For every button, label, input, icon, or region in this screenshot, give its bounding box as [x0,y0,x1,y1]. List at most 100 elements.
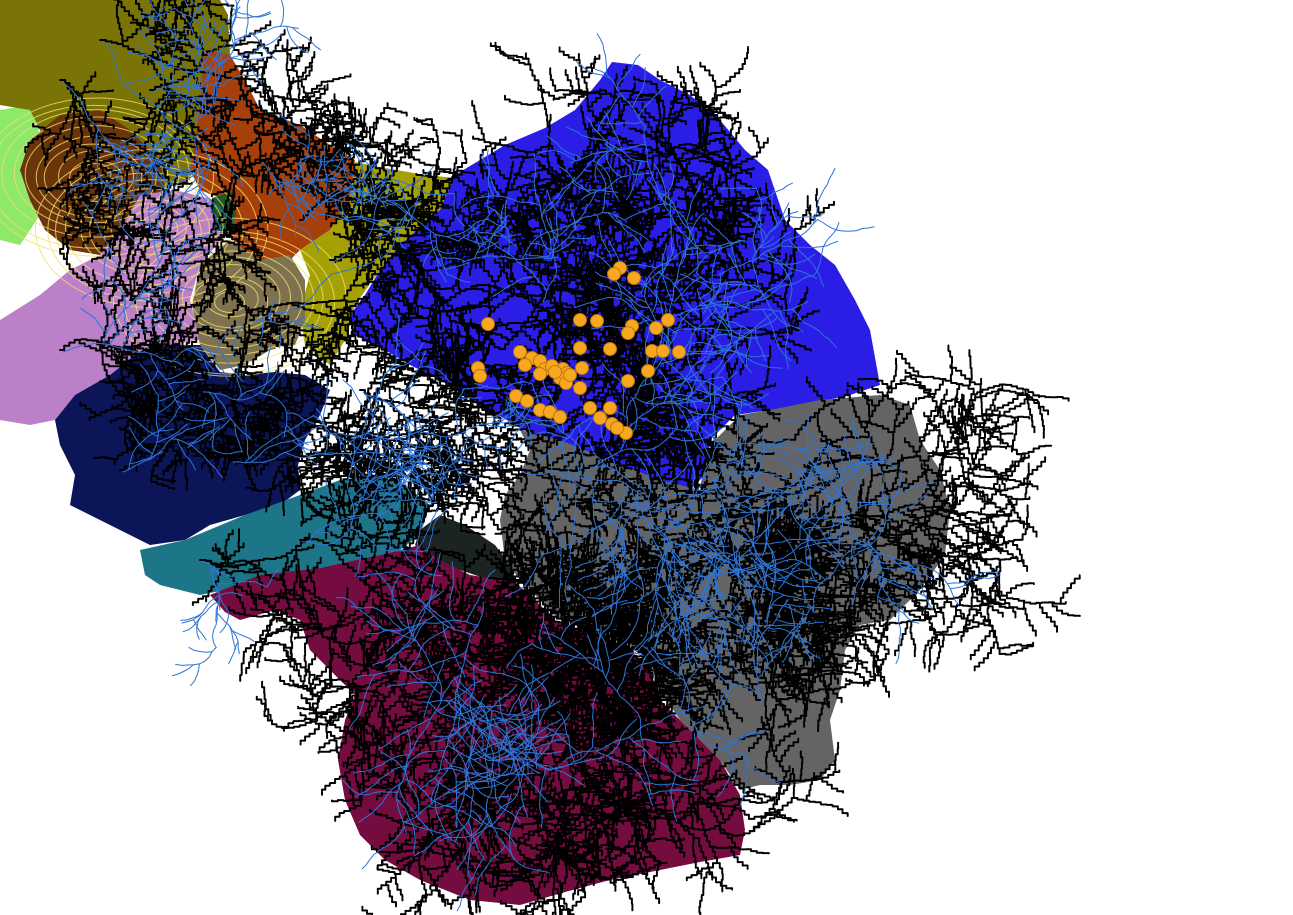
stream-cell-line [948,474,955,512]
stream-cell-line [79,199,177,238]
stream-cell-line [588,97,624,140]
stream-cell-line [120,233,133,251]
flow-line [676,554,717,579]
flow-line [664,506,689,550]
flow-line [638,624,669,677]
flow-line [545,223,580,259]
stream-cell-line [419,336,472,431]
stream-cell-line [896,349,923,378]
stream-cell-line [509,655,597,671]
stream-cell-line [449,247,458,266]
flow-line [659,370,679,429]
stream-cell-line [510,543,527,565]
flow-line [717,315,751,332]
stream-cell-line [305,462,352,503]
stream-cell-line [149,0,204,91]
stream-cell-line [433,884,447,908]
stream-cell-line [566,624,581,646]
stream-cell-line [928,593,967,600]
stream-cell-line [882,610,893,635]
flow-line [723,451,744,496]
stream-cell-line [471,499,484,523]
stream-cell-line [190,388,228,423]
stream-cell-line [576,556,612,571]
stream-cell-line [282,644,300,672]
stream-cell-line [846,382,877,407]
stream-cell-line [386,130,395,173]
stream-cell-line [329,478,345,508]
stream-cell-line [59,248,94,284]
stream-cell-line [564,553,589,565]
stream-cell-line [335,448,339,475]
stream-cell-line [840,611,851,636]
stream-cell-line [693,661,744,723]
flow-line [841,545,872,567]
flow-line [649,445,733,513]
stream-cell-line [599,179,610,233]
grey-basin[interactable] [500,395,950,790]
stream-cell-line [167,278,181,301]
stream-cell-line [481,504,487,531]
stream-cell-line [853,596,857,623]
stream-cell-line [689,165,718,213]
stream-cell-line [428,442,433,468]
stream-cell-line [63,135,104,153]
stream-cell-line [618,662,641,678]
stream-cell-line [578,745,614,760]
flow-line [464,724,491,779]
flow-line [699,493,725,548]
stream-cell-line [728,111,739,137]
stream-cell-line [414,894,427,915]
stream-cell-line [390,239,417,245]
stream-cell-line [508,721,570,729]
stream-cell-line [400,842,427,847]
stream-cell-line [589,635,638,650]
stream-cell-line [594,572,601,598]
stream-cell-line [788,294,807,335]
stream-cell-line [245,331,303,355]
stream-cell-line [614,64,628,87]
stream-cell-line [476,471,525,482]
stream-cell-line [471,868,527,874]
stream-cell-line [213,136,238,149]
stream-cell-line [299,538,400,681]
stream-cell-line [625,774,687,784]
flow-line [817,219,875,232]
stream-cell-line [693,206,716,251]
stream-cell-line [199,265,216,313]
stream-cell-line [280,609,382,631]
stream-cell-line [362,102,389,139]
stream-cell-line [448,325,459,349]
stream-cell-line [648,784,664,806]
stream-cell-line [1019,456,1047,485]
stream-cell-line [362,723,403,770]
flow-line [604,509,639,558]
stream-cell-line [275,80,323,122]
stream-cell-line [949,364,982,386]
stream-cell-line [123,101,181,121]
stream-cell-line [594,578,607,602]
stream-cell-line [833,559,900,588]
stream-cell-line [685,785,694,829]
stream-cell-line [611,541,649,553]
stream-cell-line [805,376,830,407]
flow-line [596,167,607,214]
stream-cell-line [642,779,646,806]
stream-cell-line [131,272,172,292]
stream-cell-line [907,589,932,620]
stream-cell-line [362,296,401,353]
stream-cell-line [398,700,425,719]
flow-line [687,409,731,453]
stream-cell-line [669,415,696,434]
stream-cell-line [673,776,694,815]
flow-line [664,536,673,597]
stream-cell-line [670,537,686,566]
stream-cell-line [817,672,843,677]
contour-line [1,109,190,238]
black-basin[interactable] [415,515,515,580]
stream-cell-line [743,565,825,635]
lavender-basin[interactable] [0,190,225,425]
stream-cell-line [142,46,163,65]
stream-cell-line [1022,601,1037,637]
